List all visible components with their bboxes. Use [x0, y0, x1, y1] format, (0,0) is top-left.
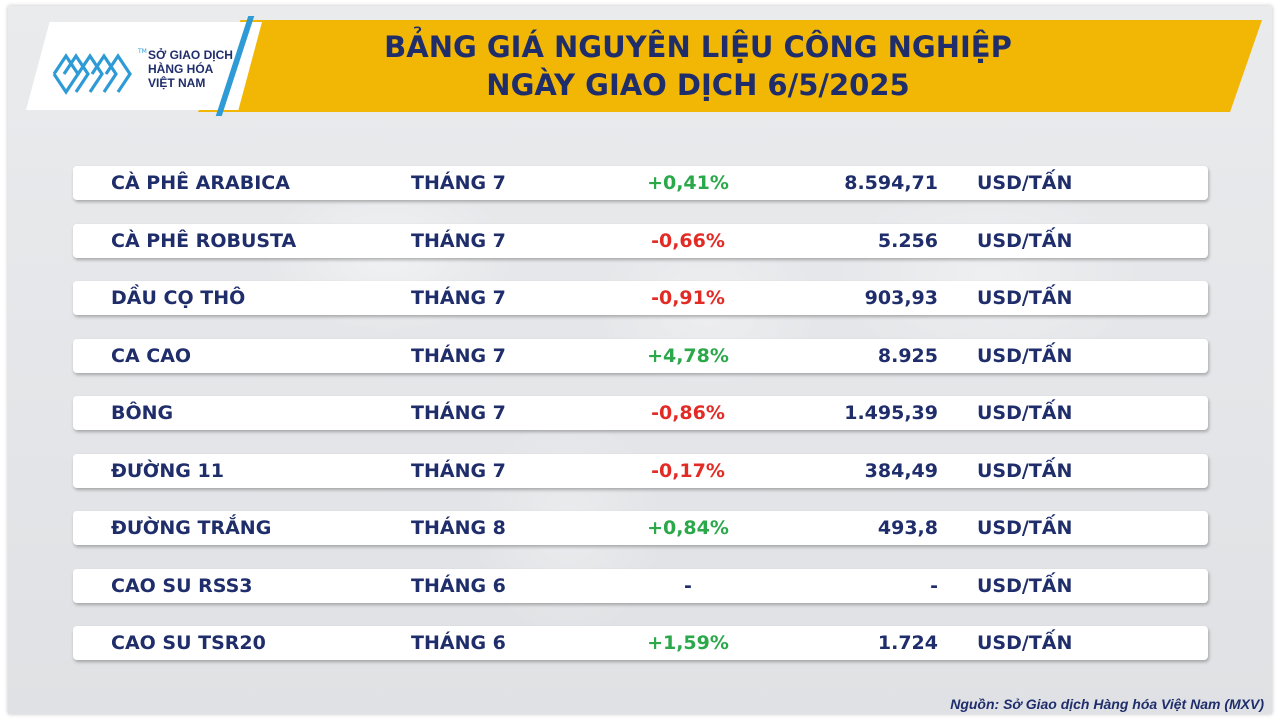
table-row: BÔNG THÁNG 7 -0,86% 1.495,39 USD/TẤN — [73, 396, 1208, 430]
price-unit: USD/TẤN — [977, 229, 1073, 252]
contract-month: THÁNG 8 — [411, 517, 506, 539]
logo-line-1: SỞ GIAO DỊCH — [148, 48, 233, 62]
price-change: -0,86% — [651, 402, 725, 424]
commodity-name: ĐƯỜNG 11 — [111, 459, 224, 482]
table-row: CA CAO THÁNG 7 +4,78% 8.925 USD/TẤN — [73, 338, 1208, 373]
price-value: 384,49 — [864, 459, 938, 482]
price-value: 8.594,71 — [844, 172, 938, 194]
logo-line-3: VIỆT NAM — [148, 76, 206, 90]
price-unit: USD/TẤN — [977, 517, 1073, 539]
page-title: BẢNG GIÁ NGUYÊN LIỆU CÔNG NGHIỆP NGÀY GI… — [248, 28, 1148, 104]
contract-month: THÁNG 7 — [411, 344, 506, 367]
price-unit: USD/TẤN — [977, 402, 1073, 424]
price-unit: USD/TẤN — [977, 574, 1073, 597]
source-note: Nguồn: Sở Giao dịch Hàng hóa Việt Nam (M… — [950, 696, 1264, 712]
commodity-name: BÔNG — [111, 402, 174, 424]
commodity-name: ĐƯỜNG TRẮNG — [111, 517, 272, 539]
price-change: -0,66% — [651, 229, 725, 252]
title-line-2: NGÀY GIAO DỊCH 6/5/2025 — [486, 68, 910, 102]
price-value: 903,93 — [864, 287, 938, 309]
price-value: 5.256 — [877, 229, 938, 252]
price-change: +1,59% — [647, 632, 729, 654]
price-value: - — [930, 574, 938, 597]
contract-month: THÁNG 6 — [411, 574, 506, 597]
table-row: CAO SU RSS3 THÁNG 6 - - USD/TẤN — [73, 568, 1208, 603]
price-value: 1.495,39 — [844, 402, 938, 424]
commodity-name: CÀ PHÊ ROBUSTA — [111, 229, 297, 252]
contract-month: THÁNG 7 — [411, 402, 506, 424]
price-unit: USD/TẤN — [977, 459, 1073, 482]
price-value: 1.724 — [877, 632, 938, 654]
table-row: CÀ PHÊ ARABICA THÁNG 7 +0,41% 8.594,71 U… — [73, 166, 1208, 200]
table-row: ĐƯỜNG 11 THÁNG 7 -0,17% 384,49 USD/TẤN — [73, 453, 1208, 488]
contract-month: THÁNG 7 — [411, 459, 506, 482]
price-change: +4,78% — [647, 344, 729, 367]
commodity-name: CÀ PHÊ ARABICA — [111, 172, 290, 194]
price-change: +0,84% — [647, 517, 729, 539]
table-row: DẦU CỌ THÔ THÁNG 7 -0,91% 903,93 USD/TẤN — [73, 281, 1208, 315]
price-unit: USD/TẤN — [977, 344, 1073, 367]
price-unit: USD/TẤN — [977, 632, 1073, 654]
table-row: ĐƯỜNG TRẮNG THÁNG 8 +0,84% 493,8 USD/TẤN — [73, 511, 1208, 545]
mxv-logo-icon — [52, 53, 132, 95]
table-row: CÀ PHÊ ROBUSTA THÁNG 7 -0,66% 5.256 USD/… — [73, 223, 1208, 258]
price-value: 493,8 — [877, 517, 938, 539]
price-change: -0,17% — [651, 459, 725, 482]
commodity-name: DẦU CỌ THÔ — [111, 287, 246, 309]
commodity-name: CA CAO — [111, 344, 192, 367]
price-change: +0,41% — [647, 172, 729, 194]
logo-text: SỞ GIAO DỊCH HÀNG HÓA VIỆT NAM — [148, 48, 233, 90]
commodity-price-table: CÀ PHÊ ARABICA THÁNG 7 +0,41% 8.594,71 U… — [73, 166, 1208, 684]
contract-month: THÁNG 6 — [411, 632, 506, 654]
title-line-1: BẢNG GIÁ NGUYÊN LIỆU CÔNG NGHIỆP — [384, 30, 1012, 64]
price-value: 8.925 — [877, 344, 938, 367]
logo-line-2: HÀNG HÓA — [148, 62, 214, 76]
price-unit: USD/TẤN — [977, 172, 1073, 194]
table-row: CAO SU TSR20 THÁNG 6 +1,59% 1.724 USD/TẤ… — [73, 626, 1208, 660]
price-unit: USD/TẤN — [977, 287, 1073, 309]
header-band — [198, 20, 1262, 112]
commodity-name: CAO SU RSS3 — [111, 574, 253, 597]
commodity-name: CAO SU TSR20 — [111, 632, 266, 654]
logo-trademark: TM — [138, 48, 147, 55]
contract-month: THÁNG 7 — [411, 172, 506, 194]
price-change: -0,91% — [651, 287, 725, 309]
price-change: - — [684, 574, 692, 597]
contract-month: THÁNG 7 — [411, 287, 506, 309]
contract-month: THÁNG 7 — [411, 229, 506, 252]
